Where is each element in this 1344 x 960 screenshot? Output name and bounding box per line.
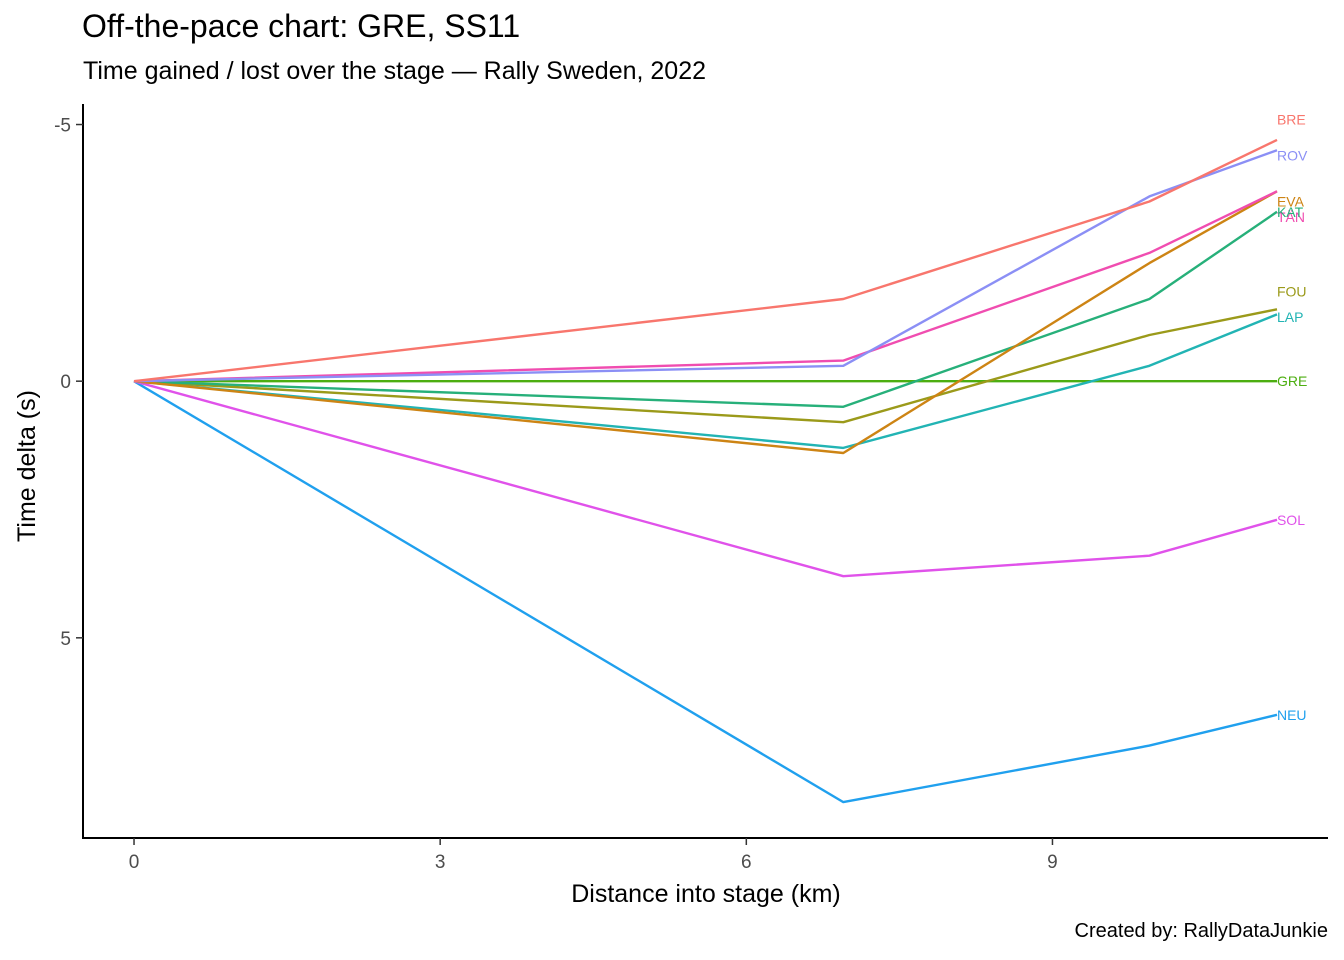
chart-subtitle: Time gained / lost over the stage — Rall… <box>83 57 707 85</box>
series-line-sol <box>133 380 1278 578</box>
y-axis-title: Time delta (s) <box>13 390 41 542</box>
series-label-neu: NEU <box>1277 707 1307 723</box>
axes: 0 3 6 9 -5 0 5 <box>54 104 1328 873</box>
series-label-bre: BRE <box>1277 111 1306 127</box>
series-line-kat <box>133 210 1278 408</box>
series-label-gre: GRE <box>1277 373 1307 389</box>
y-tick-label: 5 <box>60 629 71 650</box>
x-axis-title: Distance into stage (km) <box>571 880 841 908</box>
series-label-lap: LAP <box>1277 309 1303 325</box>
series-label-eva: EVA <box>1277 194 1305 210</box>
series-label-kat: KAT <box>1277 204 1304 220</box>
x-tick-label: 0 <box>129 852 140 873</box>
series-lines <box>133 138 1278 804</box>
series-label-tän: TÄN <box>1277 209 1305 225</box>
series-line-rov <box>133 149 1278 383</box>
series-line-lap <box>133 313 1278 450</box>
series-label-rov: ROV <box>1277 147 1308 163</box>
series-line-eva <box>133 190 1278 455</box>
x-tick-label: 9 <box>1047 852 1058 873</box>
y-tick-label: 0 <box>60 372 71 393</box>
series-line-bre <box>133 138 1278 383</box>
series-line-tän <box>133 190 1278 383</box>
chart-caption: Created by: RallyDataJunkie <box>1074 920 1328 942</box>
chart-title: Off-the-pace chart: GRE, SS11 <box>82 8 521 44</box>
series-line-fou <box>133 308 1278 424</box>
x-tick-label: 3 <box>435 852 446 873</box>
x-tick-label: 6 <box>741 852 752 873</box>
series-line-neu <box>133 380 1278 804</box>
series-label-sol: SOL <box>1277 512 1305 528</box>
series-label-fou: FOU <box>1277 283 1307 299</box>
y-tick-label: -5 <box>54 116 71 137</box>
